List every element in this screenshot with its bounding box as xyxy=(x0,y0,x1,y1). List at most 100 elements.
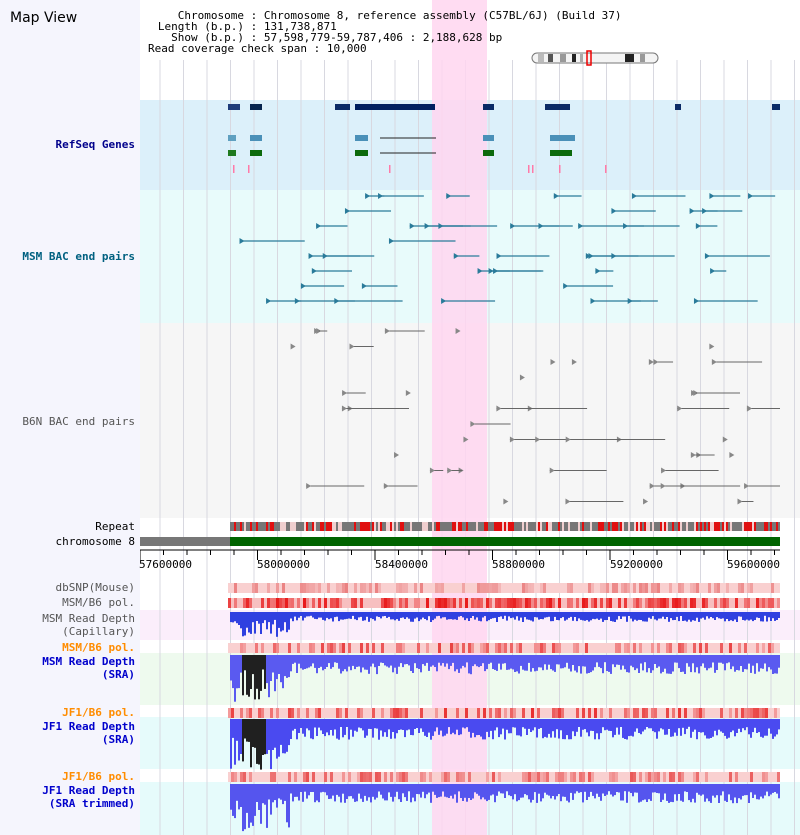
read-depth-bar xyxy=(750,612,752,620)
heat-cell xyxy=(696,708,699,718)
heat-cell xyxy=(243,772,246,782)
read-depth-bar xyxy=(238,719,240,761)
read-depth-bar xyxy=(632,655,634,668)
heat-cell xyxy=(339,583,342,593)
read-depth-bar xyxy=(582,612,584,621)
read-depth-bar xyxy=(680,655,682,672)
read-depth-bar xyxy=(766,719,768,736)
read-depth-bar xyxy=(378,719,380,740)
genome-map-svg[interactable] xyxy=(140,0,800,835)
read-depth-bar xyxy=(476,719,478,736)
b6n-bac-end xyxy=(496,405,502,412)
heat-cell xyxy=(636,708,639,718)
read-depth-bar xyxy=(296,784,298,797)
heat-cell xyxy=(651,772,654,782)
ideogram-band xyxy=(548,54,553,62)
ideogram-band xyxy=(572,54,576,62)
b6n-bac-end xyxy=(535,436,541,443)
heat-cell xyxy=(567,583,570,593)
read-depth-bar xyxy=(334,655,336,663)
heat-cell xyxy=(414,598,417,608)
read-depth-bar xyxy=(648,719,650,729)
repeat-segment xyxy=(244,522,246,531)
read-depth-bar xyxy=(476,784,478,794)
heat-cell xyxy=(438,583,441,593)
read-depth-bar xyxy=(492,719,494,740)
heat-cell xyxy=(486,598,489,608)
read-depth-bar xyxy=(726,719,728,739)
read-depth-bar xyxy=(450,655,452,666)
heat-cell xyxy=(684,708,687,718)
track-label-jf1-depth-sra-1[interactable]: JF1 Read Depth xyxy=(42,720,135,733)
read-depth-bar xyxy=(730,612,732,621)
read-depth-bar xyxy=(706,612,708,617)
read-depth-bar xyxy=(262,612,264,624)
read-depth-bar xyxy=(528,655,530,663)
track-label-jf1-pol-1[interactable]: JF1/B6 pol. xyxy=(62,706,135,719)
read-depth-bar xyxy=(684,655,686,674)
repeat-segment xyxy=(712,522,714,531)
read-depth-bar xyxy=(478,784,480,796)
repeat-segment xyxy=(660,522,662,531)
read-depth-bar xyxy=(750,655,752,673)
read-depth-bar xyxy=(728,655,730,663)
read-depth-bar xyxy=(288,719,290,746)
read-depth-bar xyxy=(700,719,702,733)
track-label-msm-depth-sra-1[interactable]: MSM Read Depth xyxy=(42,655,135,668)
track-label-jf1-depth-trim-1[interactable]: JF1 Read Depth xyxy=(42,784,135,797)
read-depth-bar xyxy=(426,655,428,663)
read-depth-bar xyxy=(594,719,596,740)
read-depth-bar xyxy=(574,719,576,737)
repeat-segment xyxy=(522,522,524,531)
track-label-msm-depth-cap-1[interactable]: MSM Read Depth xyxy=(42,612,135,625)
track-label-msm-pol-1[interactable]: MSM/B6 pol. xyxy=(62,596,135,609)
repeat-segment xyxy=(754,522,756,531)
heat-cell xyxy=(609,708,612,718)
msm-bac-end xyxy=(308,253,314,259)
read-depth-bar xyxy=(776,719,778,735)
heat-cell xyxy=(678,708,681,718)
heat-cell xyxy=(306,598,309,608)
heat-cell xyxy=(339,643,342,653)
read-depth-bar xyxy=(360,612,362,617)
track-label-dbsnp[interactable]: dbSNP(Mouse) xyxy=(55,581,135,594)
read-depth-bar xyxy=(338,612,340,622)
heat-cell xyxy=(489,598,492,608)
repeat-segment xyxy=(612,522,614,531)
read-depth-bar xyxy=(762,719,764,738)
heat-cell xyxy=(759,598,762,608)
track-label-b6n-bac[interactable]: B6N BAC end pairs xyxy=(22,415,135,428)
read-depth-bar xyxy=(590,655,592,673)
read-depth-bar xyxy=(692,655,694,664)
read-depth-bar xyxy=(680,612,682,616)
track-label-repeat[interactable]: Repeat xyxy=(95,520,135,533)
track-label-jf1-pol-2[interactable]: JF1/B6 pol. xyxy=(62,770,135,783)
track-label-chromosome[interactable]: chromosome 8 xyxy=(55,535,135,548)
track-label-refseq[interactable]: RefSeq Genes xyxy=(55,138,135,151)
read-depth-bar xyxy=(438,655,440,663)
heat-cell xyxy=(282,598,285,608)
heat-cell xyxy=(570,583,573,593)
read-depth-bar xyxy=(606,784,608,795)
genome-map-canvas[interactable] xyxy=(140,0,800,835)
read-depth-bar xyxy=(686,784,688,792)
read-depth-bar xyxy=(642,655,644,671)
read-depth-bar xyxy=(308,784,310,796)
read-depth-bar xyxy=(242,612,244,637)
read-depth-bar xyxy=(570,784,572,793)
read-depth-bar xyxy=(438,719,440,735)
read-depth-bar xyxy=(552,784,554,796)
refseq-marker xyxy=(528,165,530,173)
read-depth-bar xyxy=(420,784,422,798)
repeat-segment xyxy=(466,522,468,531)
repeat-segment xyxy=(360,522,362,531)
heat-cell xyxy=(690,598,693,608)
read-depth-bar xyxy=(604,719,606,731)
track-label-msm-pol-2[interactable]: MSM/B6 pol. xyxy=(62,641,135,654)
read-depth-bar xyxy=(644,784,646,800)
read-depth-bar xyxy=(658,784,660,794)
heat-cell xyxy=(771,643,774,653)
read-depth-bar xyxy=(592,612,594,619)
track-label-msm-bac[interactable]: MSM BAC end pairs xyxy=(22,250,135,263)
heat-cell xyxy=(564,772,567,782)
